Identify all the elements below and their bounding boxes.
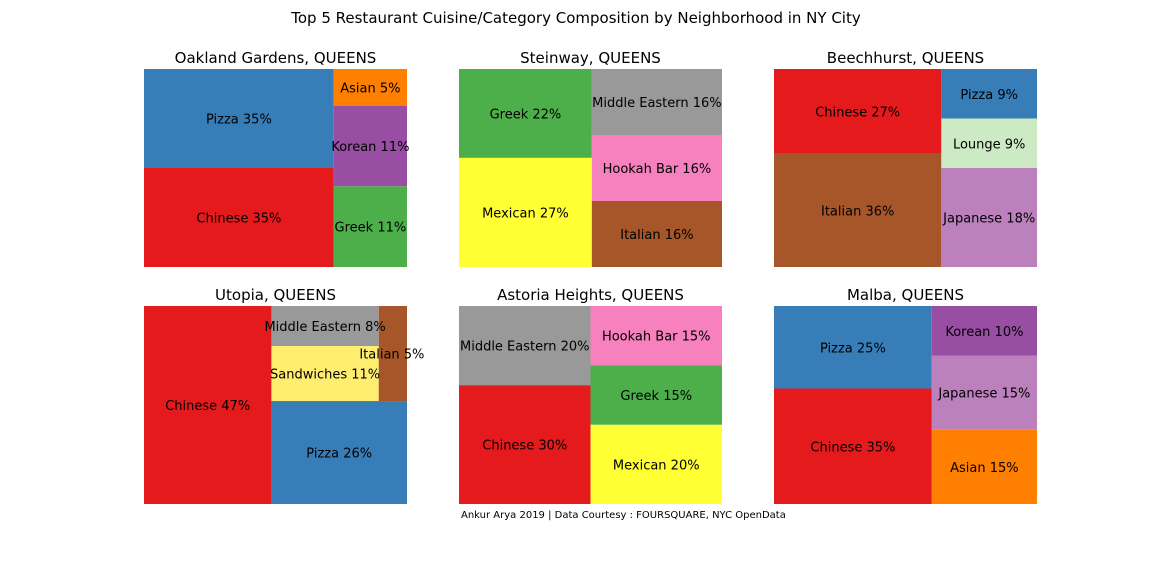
tile-label-italian: Italian 36% <box>821 204 894 219</box>
tile-label-chinese: Chinese 35% <box>196 212 281 227</box>
credit-text: Ankur Arya 2019 | Data Courtesy : FOURSQ… <box>461 510 786 521</box>
tile-label-chinese: Chinese 30% <box>482 439 567 454</box>
tile-italian <box>591 201 722 267</box>
tile-label-greek: Greek 22% <box>490 107 562 122</box>
tile-chinese <box>144 168 334 267</box>
tile-label-asian: Asian 15% <box>950 461 1019 476</box>
tile-hookah-bar <box>590 306 722 366</box>
tile-asian <box>333 69 407 106</box>
panel-title: Utopia, QUEENS <box>215 286 336 304</box>
tile-hookah-bar <box>591 135 722 201</box>
tile-korean <box>931 306 1037 356</box>
tile-label-middle-eastern: Middle Eastern 8% <box>264 320 385 335</box>
tile-label-pizza: Pizza 25% <box>820 341 886 356</box>
treemap-panel-astoria-heights-queens: Astoria Heights, QUEENS Middle Eastern 20… <box>459 286 722 504</box>
treemap-panel-beechhurst-queens: Beechhurst, QUEENS Chinese 27% Italian 36%… <box>774 49 1037 267</box>
tile-chinese <box>774 69 942 154</box>
tile-korean <box>333 105 407 187</box>
tile-label-japanese: Japanese 15% <box>937 387 1030 402</box>
tile-chinese <box>459 385 591 504</box>
tile-label-sandwiches: Sandwiches 11% <box>270 368 380 383</box>
tile-lounge <box>941 118 1037 168</box>
tile-chinese <box>774 388 932 504</box>
panel-title: Astoria Heights, QUEENS <box>497 286 684 304</box>
tile-label-asian: Asian 5% <box>340 81 400 96</box>
tile-label-chinese: Chinese 47% <box>165 399 250 414</box>
tile-label-pizza: Pizza 26% <box>306 447 372 462</box>
tile-label-korean: Korean 11% <box>331 140 409 155</box>
tile-japanese <box>931 355 1037 430</box>
tile-japanese <box>941 168 1037 267</box>
treemap-panel-steinway-queens: Steinway, QUEENS Greek 22% Mexican 27% Midd… <box>459 49 722 267</box>
treemap-panel-utopia-queens: Utopia, QUEENS Chinese 47% Middle Eastern … <box>144 286 424 504</box>
tile-label-mexican: Mexican 20% <box>613 458 700 473</box>
tile-label-middle-eastern: Middle Eastern 16% <box>592 96 722 111</box>
panel-title: Malba, QUEENS <box>847 286 964 304</box>
tile-label-hookah-bar: Hookah Bar 15% <box>602 330 711 345</box>
tile-chinese <box>144 306 272 504</box>
tile-italian <box>774 153 942 267</box>
tile-label-korean: Korean 10% <box>945 325 1023 340</box>
tile-label-middle-eastern: Middle Eastern 20% <box>460 340 590 355</box>
tile-label-pizza: Pizza 9% <box>960 88 1018 103</box>
tile-middle-eastern <box>459 306 591 386</box>
tile-pizza <box>941 69 1037 119</box>
tile-middle-eastern <box>271 306 379 347</box>
treemap-panel-malba-queens: Malba, QUEENS Pizza 25% Chinese 35% Korean … <box>774 286 1037 504</box>
tile-label-hookah-bar: Hookah Bar 16% <box>603 162 712 177</box>
tile-sandwiches <box>271 346 379 402</box>
tile-middle-eastern <box>591 69 722 135</box>
tile-label-japanese: Japanese 18% <box>942 212 1035 227</box>
tile-greek <box>459 69 592 158</box>
panel-title: Steinway, QUEENS <box>520 49 661 67</box>
tile-label-pizza: Pizza 35% <box>206 113 272 128</box>
tile-pizza <box>144 69 334 168</box>
tile-label-chinese: Chinese 27% <box>815 105 900 120</box>
tile-label-italian: Italian 5% <box>359 348 424 363</box>
tile-label-mexican: Mexican 27% <box>482 206 569 221</box>
treemap-panel-oakland-gardens-queens: Oakland Gardens, QUEENS Pizza 35% Chinese … <box>144 49 409 267</box>
tile-mexican <box>590 424 722 504</box>
tile-label-lounge: Lounge 9% <box>953 137 1025 152</box>
tile-pizza <box>774 306 932 389</box>
chart-title: Top 5 Restaurant Cuisine/Category Compos… <box>291 9 861 27</box>
tile-italian <box>378 306 407 402</box>
tile-pizza <box>271 401 407 504</box>
panel-title: Oakland Gardens, QUEENS <box>175 49 377 67</box>
tile-greek <box>333 186 407 267</box>
tile-mexican <box>459 157 592 267</box>
panel-title: Beechhurst, QUEENS <box>827 49 984 67</box>
tile-greek <box>590 365 722 425</box>
tile-label-greek: Greek 11% <box>335 221 407 236</box>
tile-label-chinese: Chinese 35% <box>810 440 895 455</box>
tile-label-greek: Greek 15% <box>620 389 692 404</box>
tile-label-italian: Italian 16% <box>620 228 693 243</box>
tile-asian <box>931 429 1037 504</box>
